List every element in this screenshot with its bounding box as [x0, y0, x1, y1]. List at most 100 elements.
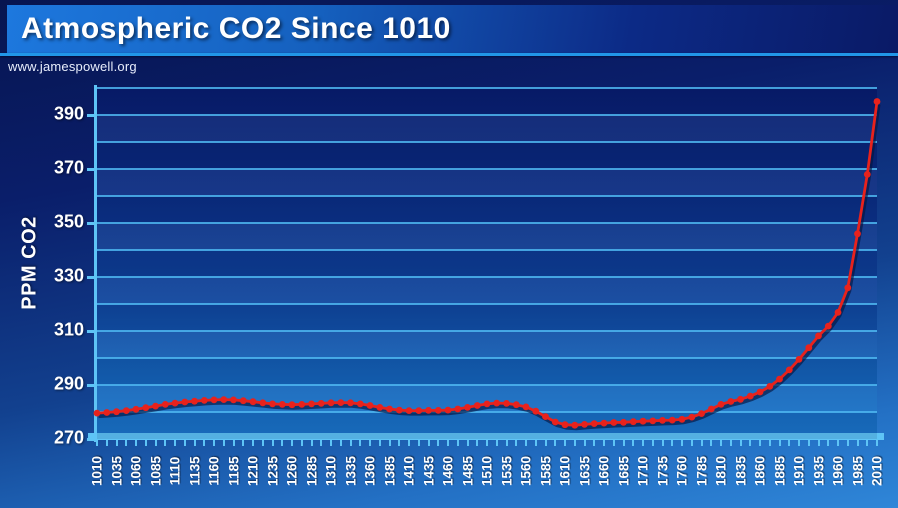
data-point-marker	[356, 400, 364, 408]
data-point-marker	[405, 407, 413, 414]
x-axis-tick-label: 1635	[577, 455, 592, 487]
data-point-marker	[727, 398, 735, 405]
gridline	[97, 357, 877, 359]
data-point-marker	[844, 284, 852, 292]
x-axis-tick	[193, 440, 196, 446]
series-shadow	[98, 104, 881, 431]
page-title: Atmospheric CO2 Since 1010	[21, 12, 451, 45]
x-axis-tick-label: 1060	[128, 455, 144, 487]
x-axis-tick-label: 1685	[616, 455, 631, 487]
x-axis-tick	[261, 440, 264, 446]
data-point-marker	[581, 421, 588, 428]
x-axis-tick	[339, 440, 342, 446]
data-point-marker	[620, 418, 627, 426]
x-axis-tick	[554, 440, 557, 446]
data-point-marker	[532, 407, 540, 415]
x-axis-tick-label: 1910	[791, 455, 807, 487]
x-axis-tick	[837, 440, 839, 446]
x-axis-tick-label: 2010	[869, 455, 885, 487]
data-point-marker	[717, 401, 725, 408]
x-axis-tick-label: 1260	[284, 455, 300, 487]
y-axis-tick-label: 330	[53, 265, 84, 286]
x-axis-tick	[749, 440, 752, 446]
gridline	[97, 303, 877, 305]
data-point-marker	[366, 402, 374, 409]
gridline	[97, 141, 877, 143]
gridline	[97, 222, 877, 224]
y-axis-tick	[87, 222, 96, 225]
x-axis-tick	[515, 440, 518, 446]
gridline	[97, 114, 877, 116]
x-axis-tick	[759, 440, 761, 446]
data-point-marker	[249, 398, 257, 406]
data-point-marker	[707, 405, 715, 413]
x-axis-tick	[876, 440, 878, 446]
x-axis-tick-label: 1585	[538, 455, 553, 487]
data-point-marker	[854, 230, 861, 238]
y-axis-tick	[87, 384, 96, 387]
data-point-marker	[259, 399, 267, 407]
x-axis-tick	[681, 440, 683, 446]
x-axis-tick	[398, 440, 401, 446]
gridline	[97, 411, 877, 413]
data-point-marker	[795, 356, 803, 363]
x-axis-tick-label: 1135	[187, 456, 202, 486]
x-axis-tick	[661, 440, 664, 446]
x-axis-tick	[593, 440, 596, 446]
data-point-marker	[103, 409, 111, 416]
x-axis-tick	[671, 440, 674, 446]
x-axis-tick-label: 1185	[226, 456, 241, 486]
data-point-marker	[113, 408, 120, 416]
data-point-marker	[269, 400, 276, 408]
x-axis-tick-label: 1160	[206, 456, 222, 486]
data-point-marker	[93, 409, 101, 417]
co2-line-chart: 390 370 350 330 310 290 270 1010 1035 1060 1085 111…	[54, 85, 885, 486]
x-axis-tick	[105, 440, 108, 446]
x-axis-tick	[310, 440, 313, 446]
data-point-marker	[337, 399, 345, 406]
data-point-marker	[503, 400, 510, 407]
watermark-url: www.jamespowell.org	[8, 59, 137, 74]
x-axis-tick	[817, 440, 820, 446]
x-axis-tick	[174, 440, 176, 446]
series-line	[96, 101, 879, 427]
x-axis-tick	[466, 440, 469, 446]
data-point-marker	[659, 417, 666, 424]
x-axis-tick	[505, 440, 508, 446]
x-axis-tick	[612, 440, 615, 446]
x-axis-tick-label: 1710	[635, 455, 651, 487]
x-axis-tick-label: 1210	[245, 455, 261, 487]
x-axis-tick	[739, 440, 742, 446]
data-point-marker	[132, 405, 140, 413]
data-point-marker	[512, 401, 520, 409]
x-axis-tick	[632, 440, 635, 446]
x-axis-tick	[232, 440, 235, 446]
x-axis-tick	[437, 440, 440, 446]
y-axis-tick	[87, 438, 96, 441]
x-axis-tick-label: 1085	[148, 455, 163, 487]
x-axis-tick-label: 1785	[694, 455, 709, 487]
x-axis-tick	[642, 440, 644, 446]
y-axis-tick-label: 270	[53, 427, 84, 448]
data-point-marker	[317, 400, 325, 407]
y-axis-title: PPM CO2	[18, 216, 41, 310]
data-point-marker	[210, 396, 218, 404]
x-axis-tick	[583, 440, 586, 446]
x-axis-tick	[144, 440, 147, 446]
y-axis-tick-label: 370	[53, 157, 84, 178]
x-axis-tick-label: 1560	[518, 455, 534, 487]
x-axis-tick-label: 1960	[830, 455, 846, 487]
x-axis-tick	[544, 440, 547, 446]
data-point-marker	[152, 402, 159, 410]
x-axis-tick	[291, 440, 293, 446]
data-point-marker	[473, 402, 481, 409]
data-point-marker	[161, 401, 169, 408]
x-axis-tick	[427, 440, 430, 446]
x-axis-tick-label: 1485	[460, 455, 475, 487]
x-axis-tick	[96, 440, 98, 446]
x-axis-tick	[369, 440, 371, 446]
gridline	[97, 168, 877, 170]
x-axis-line	[88, 433, 884, 440]
data-point-marker	[873, 98, 881, 105]
